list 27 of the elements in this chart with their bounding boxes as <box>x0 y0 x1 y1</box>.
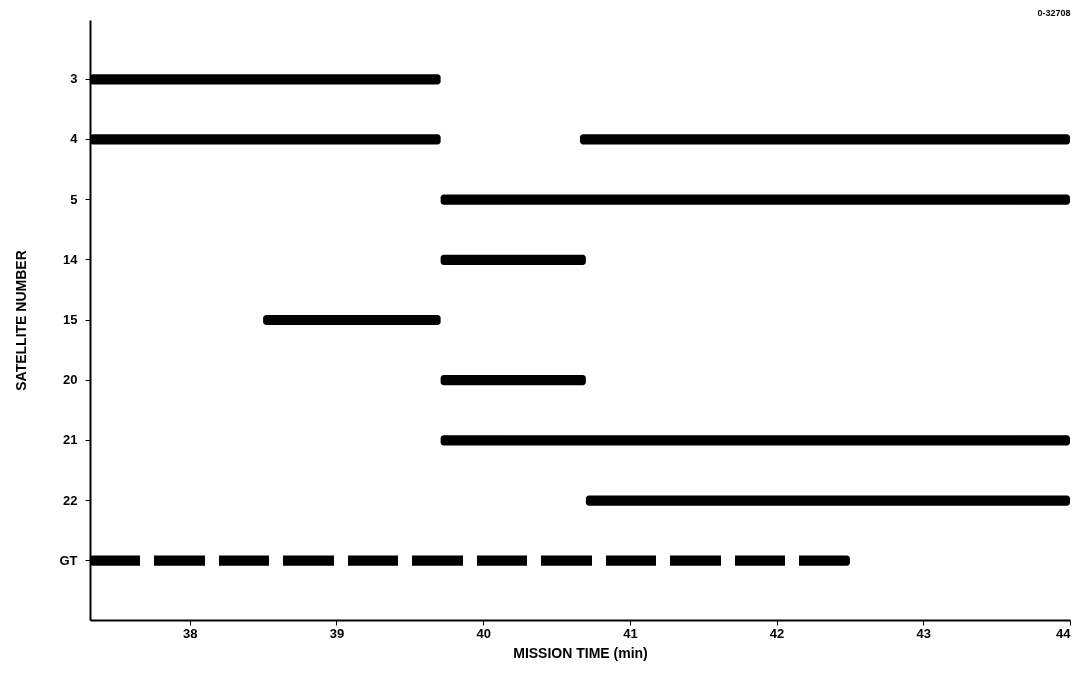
y-tick-label: 22 <box>63 492 78 508</box>
y-axis-title: SATELLITE NUMBER <box>13 250 30 391</box>
x-tick-label: 40 <box>476 625 491 641</box>
y-tick-label: 4 <box>70 131 79 147</box>
x-tick-label: 44 <box>1056 625 1072 641</box>
y-tick-label: GT <box>59 552 78 568</box>
bar <box>440 254 586 265</box>
y-tick-label: 14 <box>63 251 79 267</box>
x-tick-label: 39 <box>329 625 345 641</box>
bar <box>580 134 1070 145</box>
y-tick-label: 15 <box>63 312 78 327</box>
x-tick-label: 43 <box>916 625 932 641</box>
bar <box>263 314 441 326</box>
y-tick-label: 20 <box>63 372 78 388</box>
y-tick-label: 5 <box>70 191 78 207</box>
text: 0-32708 <box>1037 8 1071 18</box>
bar <box>585 495 1070 506</box>
bar <box>440 375 586 386</box>
bar <box>440 194 1070 205</box>
x-axis-title: MISSION TIME (min) <box>513 644 648 661</box>
bar <box>90 555 850 566</box>
bar <box>440 435 1070 446</box>
x-tick-label: 41 <box>623 625 638 641</box>
y-tick-label: 21 <box>63 432 78 448</box>
y-tick-label: 3 <box>70 71 78 87</box>
x-tick-label: 42 <box>769 625 785 641</box>
x-tick-label: 38 <box>183 625 198 641</box>
